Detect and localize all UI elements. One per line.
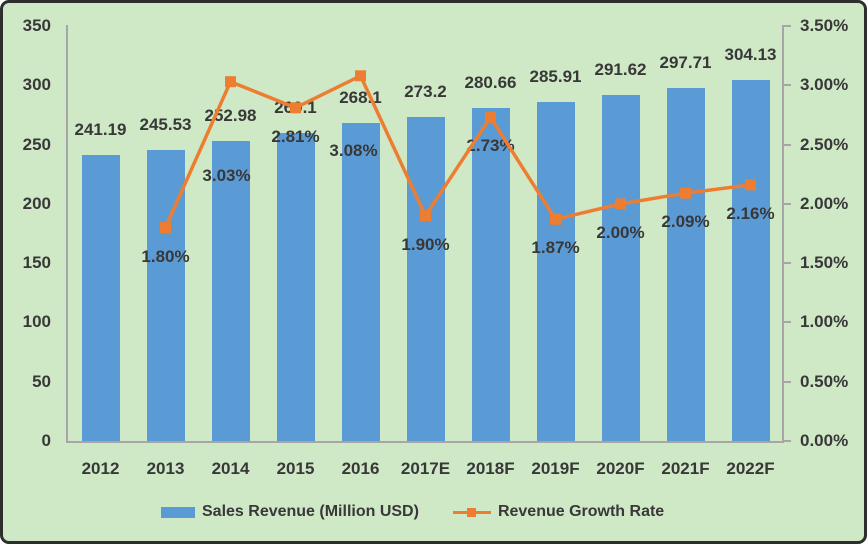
bar-2017E — [406, 117, 445, 441]
line-series — [160, 70, 756, 234]
growth-rate-label: 2.73% — [466, 136, 515, 156]
line-marker — [615, 198, 626, 210]
bar-value-label: 280.66 — [464, 73, 517, 93]
line-marker — [225, 76, 236, 88]
bar-value-label: 273.2 — [404, 82, 447, 102]
right-axis-tick — [782, 321, 791, 324]
growth-rate-label: 2.81% — [271, 126, 320, 146]
line-marker — [420, 210, 431, 222]
right-axis-tick-label: 2.50% — [800, 134, 849, 154]
x-axis-label-2021F: 2021F — [661, 459, 710, 478]
left-axis-tick-label: 0 — [41, 431, 51, 450]
right-axis-tick — [782, 25, 791, 27]
left-axis-tick-label: 250 — [22, 134, 51, 154]
bar-value-label: 304.13 — [724, 45, 777, 65]
legend-label-sales-revenue: Sales Revenue (Million USD) — [202, 503, 419, 520]
bar-2014 — [211, 141, 250, 441]
line-marker-swatch-icon — [452, 507, 491, 518]
legend-label-growth-rate: Revenue Growth Rate — [497, 503, 665, 520]
bar-2020F — [601, 95, 640, 441]
right-axis-tick — [782, 143, 791, 146]
right-axis-line — [782, 25, 784, 443]
growth-rate-label: 1.90% — [401, 234, 450, 254]
growth-rate-label: 3.08% — [329, 140, 378, 160]
left-axis-line — [66, 25, 68, 443]
line-marker — [160, 222, 171, 234]
growth-rate-label: 2.09% — [661, 212, 710, 232]
growth-rate-label: 1.87% — [531, 238, 580, 258]
bar-value-label: 291.62 — [594, 60, 647, 80]
line-marker — [680, 187, 691, 199]
growth-rate-line — [163, 73, 751, 229]
right-axis-tick — [782, 84, 791, 87]
bar-2022F — [731, 80, 770, 441]
left-axis-tick-label: 150 — [22, 253, 51, 273]
legend-item-sales-revenue: Sales Revenue (Million USD) — [161, 503, 419, 521]
right-axis-tick — [782, 262, 791, 265]
x-axis-label-2020F: 2020F — [596, 459, 645, 478]
x-axis-label-2015: 2015 — [276, 459, 315, 478]
bar-swatch-icon — [161, 506, 195, 518]
line-marker — [485, 111, 496, 123]
bar-2015 — [276, 132, 315, 441]
x-axis-label-2012: 2012 — [81, 459, 120, 478]
right-axis-tick-label: 2.00% — [800, 193, 849, 213]
right-axis-tick — [782, 440, 791, 442]
right-axis-tick-label: 0.50% — [800, 371, 849, 391]
line-marker — [550, 213, 561, 225]
bar-value-label: 285.91 — [529, 66, 582, 86]
bar-2021F — [666, 88, 705, 441]
x-axis-label-2016: 2016 — [341, 459, 380, 478]
x-axis-line — [66, 441, 784, 443]
x-axis-label-2019F: 2019F — [531, 459, 580, 478]
growth-rate-label: 2.00% — [596, 222, 645, 242]
bar-value-label: 297.71 — [659, 53, 712, 72]
x-axis-label-2013: 2013 — [146, 459, 185, 478]
right-axis-tick-label: 0.00% — [800, 431, 849, 450]
bar-2018F — [471, 108, 510, 441]
left-axis-tick-label: 100 — [22, 312, 51, 332]
growth-rate-label: 1.80% — [141, 246, 190, 266]
x-axis-label-2022F: 2022F — [726, 459, 775, 478]
right-axis-tick-label: 3.00% — [800, 75, 849, 95]
bar-2012 — [81, 155, 120, 441]
bar-2019F — [536, 101, 575, 441]
line-marker — [355, 70, 366, 82]
right-axis-tick — [782, 380, 791, 383]
right-axis-tick-label: 1.50% — [800, 253, 849, 273]
growth-rate-label: 3.03% — [202, 165, 251, 185]
left-axis-tick-label: 200 — [22, 193, 51, 213]
bar-value-label: 241.19 — [74, 120, 127, 140]
bar-series — [3, 3, 864, 541]
line-marker — [745, 179, 756, 191]
right-axis-tick — [782, 202, 791, 205]
left-axis-tick-label: 300 — [22, 75, 51, 95]
x-axis-label-2017E: 2017E — [400, 459, 451, 478]
x-axis-label-2018F: 2018F — [466, 459, 515, 478]
bar-value-label: 245.53 — [139, 114, 192, 134]
legend-item-growth-rate: Revenue Growth Rate — [452, 503, 665, 521]
bar-2016 — [341, 123, 380, 441]
x-axis-label-2014: 2014 — [211, 459, 250, 478]
line-marker — [290, 102, 301, 114]
right-axis-tick-label: 1.00% — [800, 312, 849, 332]
legend: Sales Revenue (Million USD) Revenue Grow… — [161, 500, 664, 524]
left-axis-tick-label: 50 — [32, 371, 51, 391]
growth-rate-label: 2.16% — [726, 203, 775, 223]
right-axis-tick-label: 3.50% — [800, 16, 849, 35]
left-axis-tick-label: 350 — [22, 16, 51, 35]
